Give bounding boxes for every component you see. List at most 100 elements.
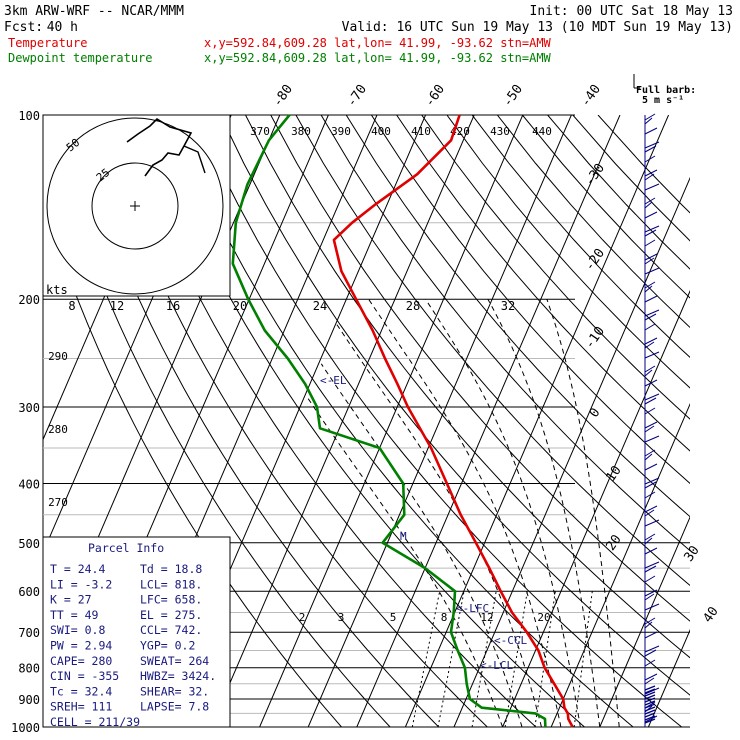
wind-barb (644, 659, 656, 667)
mixing-ratio-labels: 2 3 5 8 12 20 (299, 611, 551, 624)
annotation-lcl: <-LCL (480, 659, 513, 672)
wind-barb (644, 281, 656, 289)
dry-adiabat (396, 115, 690, 452)
isotherm-label: 20 (603, 532, 624, 553)
kts-label: kts (46, 283, 68, 297)
profiles (231, 114, 574, 728)
theta-e-label: 390 (331, 125, 351, 138)
mixing-ratio-label: 12 (480, 611, 493, 624)
model-title: 3km ARW-WRF -- NCAR/MMM (4, 4, 184, 19)
theta-e-label: 370 (250, 125, 270, 138)
isotherm-label: -30 (582, 161, 608, 189)
wind-barb (644, 309, 660, 317)
mixing-ratio-lines (411, 591, 593, 727)
dry-adiabat (245, 115, 690, 659)
parcel-row-left: K = 27 (50, 593, 92, 607)
parcel-row-left: PW = 2.94 (50, 639, 112, 653)
kts-tick: 16 (166, 299, 180, 313)
parcel-row-right: LCL= 818. (140, 577, 202, 591)
wind-barb (644, 141, 660, 149)
mixing-ratio-label: 20 (537, 611, 550, 624)
wind-barb (644, 617, 656, 625)
theta-e-labels: 370 380 390 400 410 420 430 440 (250, 125, 552, 138)
parcel-row-left: T = 24.4 (50, 562, 105, 576)
moist-adiabat (368, 298, 562, 727)
parcel-row-left: TT = 49 (50, 608, 99, 622)
pressure-tick: 600 (18, 585, 40, 599)
pressure-tick: 800 (18, 662, 40, 676)
wind-barb (644, 379, 658, 387)
pressure-tick: 400 (18, 477, 40, 491)
wind-barb (644, 365, 656, 373)
wind-barb (644, 155, 656, 163)
dry-adiabat (320, 115, 690, 552)
mixing-ratio-label: 2 (299, 611, 306, 624)
moist-adiabat (425, 298, 581, 727)
annotation-lfc: <-LFC (456, 602, 489, 615)
wind-barb (644, 547, 658, 555)
parcel-row-right: LFC= 658. (140, 593, 202, 607)
isotherm-line (307, 115, 572, 727)
isotherm-label: -80 (270, 82, 296, 110)
dry-adiabat (43, 115, 391, 727)
wind-barb (644, 715, 658, 723)
annotation-m: M (400, 530, 407, 543)
theta-label: 280 (48, 423, 68, 436)
wind-barb (644, 631, 658, 639)
parcel-row-right: SHEAR= 32. (140, 684, 209, 698)
moist-adiabat (307, 397, 504, 727)
barb-key-units: 5 m s⁻¹ (642, 95, 684, 106)
wind-barb (644, 351, 660, 359)
wind-barb (644, 211, 658, 219)
parcel-row-left: CIN = -355 (50, 669, 119, 683)
wind-barb (644, 449, 656, 457)
wind-barb (644, 295, 658, 303)
parcel-row-right: HWBZ= 3424. (140, 669, 216, 683)
mixing-ratio-label: 8 (441, 611, 448, 624)
mixing-ratio-line (411, 591, 441, 727)
isotherm-line (453, 176, 690, 727)
hodograph-trace (126, 117, 193, 177)
wind-barb (644, 603, 660, 611)
theta-e-label: 410 (411, 125, 431, 138)
legend-dewpoint: Dewpoint temperature (8, 51, 153, 65)
isotherm-line (550, 402, 690, 727)
wind-barb (644, 561, 660, 569)
isotherm-line (404, 115, 670, 727)
wind-barbs (644, 113, 660, 727)
isotherm-label: 10 (603, 463, 624, 484)
annotation-el: <-EL (320, 374, 347, 387)
wind-barb (644, 183, 660, 191)
pressure-tick: 500 (18, 537, 40, 551)
isotherm-line (599, 515, 690, 727)
wind-barb (644, 477, 660, 485)
theta-labels: 290 280 270 (48, 350, 68, 509)
wind-barb (644, 407, 656, 415)
hodograph-ring-label-25: 25 (94, 166, 112, 184)
dry-adiabat (68, 115, 440, 727)
pressure-tick: 200 (18, 293, 40, 307)
isotherm-label: -40 (578, 82, 604, 110)
moist-adiabat (487, 298, 601, 727)
wind-barb (644, 197, 656, 205)
wind-barb (644, 645, 660, 653)
wind-barb (644, 239, 656, 247)
hodograph-ring-label-50: 50 (64, 136, 82, 154)
wind-barb (644, 337, 658, 345)
dry-adiabat (219, 115, 690, 696)
dry-adiabat (169, 115, 634, 727)
wind-barb (644, 491, 656, 499)
parcel-row-left: CAPE= 280 (50, 654, 112, 668)
barb-key-label: Full barb: (636, 85, 696, 96)
isotherm-line (356, 115, 621, 727)
parcel-row-left: CELL = 211/39 (50, 715, 140, 729)
wind-barb (644, 393, 660, 401)
isotherm-label: 0 (587, 405, 604, 420)
wind-barb (644, 225, 660, 233)
wind-barb (644, 519, 660, 527)
mixing-ratio-label: 5 (390, 611, 397, 624)
parcel-row-right: SWEAT= 264 (140, 654, 209, 668)
pressure-tick: 900 (18, 693, 40, 707)
moist-adiabat (320, 363, 523, 727)
kts-tick: 28 (406, 299, 420, 313)
